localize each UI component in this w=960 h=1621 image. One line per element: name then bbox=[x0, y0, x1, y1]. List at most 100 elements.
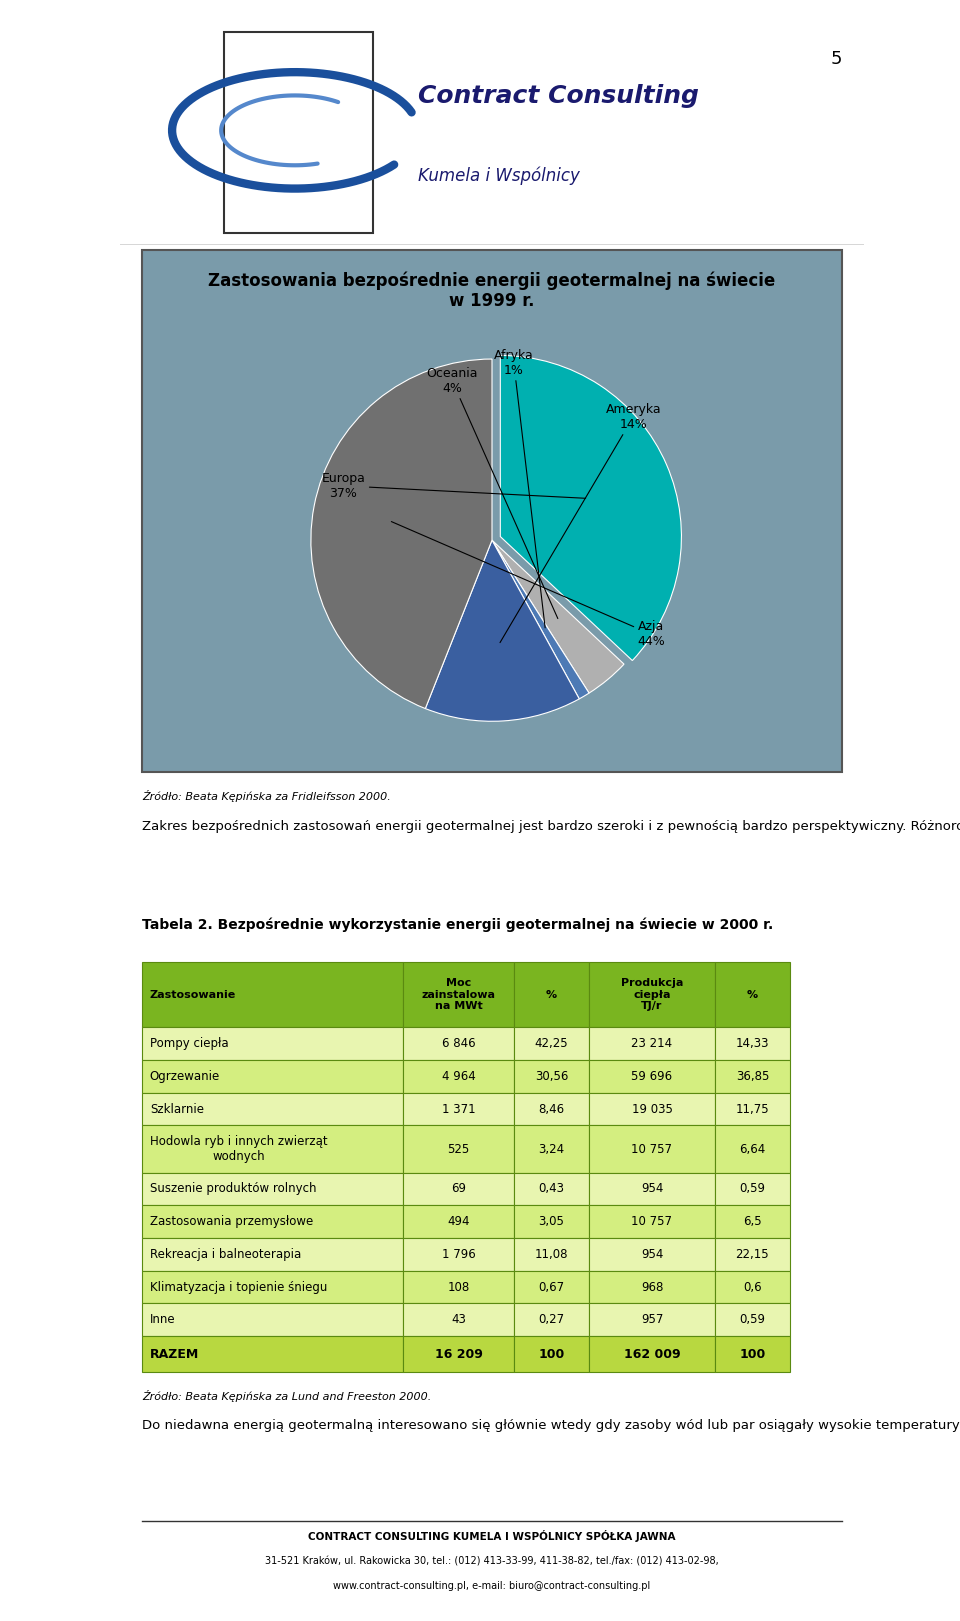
Text: 162 009: 162 009 bbox=[624, 1347, 681, 1360]
Text: 10 757: 10 757 bbox=[632, 1143, 672, 1156]
FancyBboxPatch shape bbox=[515, 1028, 588, 1060]
Text: 43: 43 bbox=[451, 1313, 466, 1326]
Text: Hodowla ryb i innych zwierząt
wodnych: Hodowla ryb i innych zwierząt wodnych bbox=[150, 1135, 327, 1164]
Text: Do niedawna energią geotermalną interesowano się głównie wtedy gdy zasoby wód lu: Do niedawna energią geotermalną intereso… bbox=[142, 1420, 960, 1433]
Text: 0,43: 0,43 bbox=[539, 1182, 564, 1196]
Text: CONTRACT CONSULTING KUMELA I WSPÓLNICY SPÓŁKA JAWNA: CONTRACT CONSULTING KUMELA I WSPÓLNICY S… bbox=[308, 1530, 676, 1542]
FancyBboxPatch shape bbox=[142, 250, 842, 772]
FancyBboxPatch shape bbox=[588, 1060, 715, 1093]
Text: 10 757: 10 757 bbox=[632, 1216, 672, 1229]
FancyBboxPatch shape bbox=[515, 1125, 588, 1172]
FancyBboxPatch shape bbox=[142, 1125, 403, 1172]
Text: Moc
zainstalowa
na MWt: Moc zainstalowa na MWt bbox=[421, 977, 495, 1012]
FancyBboxPatch shape bbox=[403, 1271, 515, 1303]
Text: Rekreacja i balneoterapia: Rekreacja i balneoterapia bbox=[150, 1248, 301, 1261]
Text: 0,6: 0,6 bbox=[743, 1281, 761, 1294]
Text: 6,64: 6,64 bbox=[739, 1143, 765, 1156]
FancyBboxPatch shape bbox=[225, 32, 372, 233]
FancyBboxPatch shape bbox=[142, 1206, 403, 1238]
Text: Źródło: Beata Kępińska za Lund and Freeston 2000.: Źródło: Beata Kępińska za Lund and Frees… bbox=[142, 1389, 432, 1402]
FancyBboxPatch shape bbox=[588, 1028, 715, 1060]
Text: 23 214: 23 214 bbox=[632, 1037, 673, 1050]
FancyBboxPatch shape bbox=[403, 1093, 515, 1125]
FancyBboxPatch shape bbox=[715, 1172, 789, 1206]
Text: 954: 954 bbox=[640, 1248, 663, 1261]
Text: 100: 100 bbox=[539, 1347, 564, 1360]
FancyBboxPatch shape bbox=[588, 1238, 715, 1271]
FancyBboxPatch shape bbox=[403, 1060, 515, 1093]
FancyBboxPatch shape bbox=[588, 1303, 715, 1336]
Text: 968: 968 bbox=[640, 1281, 663, 1294]
FancyBboxPatch shape bbox=[588, 1336, 715, 1373]
Text: 4 964: 4 964 bbox=[442, 1070, 475, 1083]
Text: 69: 69 bbox=[451, 1182, 466, 1196]
Text: Zastosowania bezpośrednie energii geotermalnej na świecie
w 1999 r.: Zastosowania bezpośrednie energii geoter… bbox=[208, 271, 776, 311]
Text: 16 209: 16 209 bbox=[435, 1347, 483, 1360]
FancyBboxPatch shape bbox=[403, 1028, 515, 1060]
FancyBboxPatch shape bbox=[515, 963, 588, 1028]
FancyBboxPatch shape bbox=[515, 1303, 588, 1336]
Text: 957: 957 bbox=[640, 1313, 663, 1326]
Text: Tabela 2. Bezpośrednie wykorzystanie energii geotermalnej na świecie w 2000 r.: Tabela 2. Bezpośrednie wykorzystanie ene… bbox=[142, 917, 774, 932]
Text: www.contract-consulting.pl, e-mail: biuro@contract-consulting.pl: www.contract-consulting.pl, e-mail: biur… bbox=[333, 1580, 651, 1590]
FancyBboxPatch shape bbox=[142, 1271, 403, 1303]
Text: 494: 494 bbox=[447, 1216, 469, 1229]
Text: Zastosowanie: Zastosowanie bbox=[150, 990, 236, 1000]
Text: %: % bbox=[546, 990, 557, 1000]
FancyBboxPatch shape bbox=[142, 1028, 403, 1060]
Text: 19 035: 19 035 bbox=[632, 1102, 672, 1115]
Text: 1 371: 1 371 bbox=[442, 1102, 475, 1115]
FancyBboxPatch shape bbox=[403, 1125, 515, 1172]
FancyBboxPatch shape bbox=[403, 1336, 515, 1373]
Text: 31-521 Kraków, ul. Rakowicka 30, tel.: (012) 413-33-99, 411-38-82, tel./fax: (01: 31-521 Kraków, ul. Rakowicka 30, tel.: (… bbox=[265, 1558, 719, 1568]
FancyBboxPatch shape bbox=[142, 963, 403, 1028]
Text: 11,75: 11,75 bbox=[735, 1102, 769, 1115]
FancyBboxPatch shape bbox=[588, 1271, 715, 1303]
Text: Contract Consulting: Contract Consulting bbox=[418, 84, 699, 109]
Text: Produkcja
ciepła
TJ/r: Produkcja ciepła TJ/r bbox=[621, 977, 684, 1012]
Text: Suszenie produktów rolnych: Suszenie produktów rolnych bbox=[150, 1182, 316, 1196]
FancyBboxPatch shape bbox=[142, 1093, 403, 1125]
Text: 3,24: 3,24 bbox=[539, 1143, 564, 1156]
FancyBboxPatch shape bbox=[715, 1271, 789, 1303]
FancyBboxPatch shape bbox=[403, 1206, 515, 1238]
Text: 0,27: 0,27 bbox=[539, 1313, 564, 1326]
Text: 59 696: 59 696 bbox=[632, 1070, 673, 1083]
Text: Kumela i Wspólnicy: Kumela i Wspólnicy bbox=[418, 167, 580, 185]
FancyBboxPatch shape bbox=[715, 1060, 789, 1093]
FancyBboxPatch shape bbox=[715, 1125, 789, 1172]
FancyBboxPatch shape bbox=[715, 1206, 789, 1238]
Text: 6,5: 6,5 bbox=[743, 1216, 761, 1229]
FancyBboxPatch shape bbox=[515, 1336, 588, 1373]
Text: 0,67: 0,67 bbox=[539, 1281, 564, 1294]
FancyBboxPatch shape bbox=[715, 1028, 789, 1060]
Text: 100: 100 bbox=[739, 1347, 765, 1360]
FancyBboxPatch shape bbox=[403, 963, 515, 1028]
Text: Zakres bezpośrednich zastosowań energii geotermalnej jest bardzo szeroki i z pew: Zakres bezpośrednich zastosowań energii … bbox=[142, 820, 960, 833]
Text: Ogrzewanie: Ogrzewanie bbox=[150, 1070, 220, 1083]
Text: 14,33: 14,33 bbox=[735, 1037, 769, 1050]
Text: 0,59: 0,59 bbox=[739, 1182, 765, 1196]
FancyBboxPatch shape bbox=[403, 1238, 515, 1271]
Text: Szklarnie: Szklarnie bbox=[150, 1102, 204, 1115]
FancyBboxPatch shape bbox=[142, 1238, 403, 1271]
Text: 3,05: 3,05 bbox=[539, 1216, 564, 1229]
FancyBboxPatch shape bbox=[715, 963, 789, 1028]
Text: 525: 525 bbox=[447, 1143, 469, 1156]
FancyBboxPatch shape bbox=[515, 1271, 588, 1303]
FancyBboxPatch shape bbox=[715, 1336, 789, 1373]
FancyBboxPatch shape bbox=[588, 963, 715, 1028]
Text: Klimatyzacja i topienie śniegu: Klimatyzacja i topienie śniegu bbox=[150, 1281, 327, 1294]
FancyBboxPatch shape bbox=[715, 1093, 789, 1125]
FancyBboxPatch shape bbox=[515, 1172, 588, 1206]
FancyBboxPatch shape bbox=[715, 1303, 789, 1336]
Text: 5: 5 bbox=[830, 50, 842, 68]
FancyBboxPatch shape bbox=[588, 1172, 715, 1206]
Text: 8,46: 8,46 bbox=[539, 1102, 564, 1115]
Text: Inne: Inne bbox=[150, 1313, 176, 1326]
Text: 6 846: 6 846 bbox=[442, 1037, 475, 1050]
FancyBboxPatch shape bbox=[515, 1206, 588, 1238]
FancyBboxPatch shape bbox=[142, 1336, 403, 1373]
Text: 108: 108 bbox=[447, 1281, 469, 1294]
FancyBboxPatch shape bbox=[715, 1238, 789, 1271]
